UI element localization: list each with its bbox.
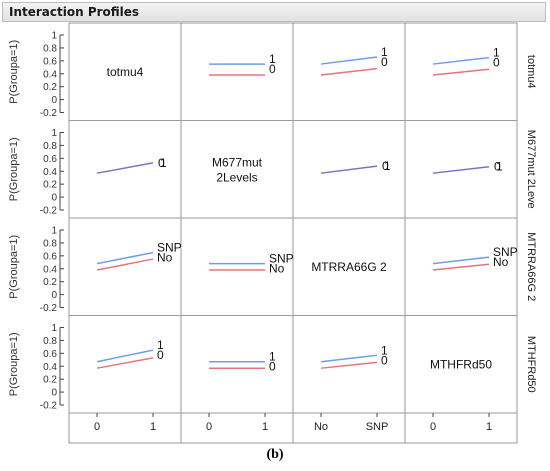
y-axis-label: P(Groupa=1) <box>8 137 20 201</box>
y-tick-label: 1 <box>51 226 57 237</box>
line-level-label: SNP <box>493 245 518 259</box>
y-tick-label: 0 <box>51 388 57 399</box>
interaction-line <box>320 56 378 65</box>
line-level-label: 0 <box>269 62 276 76</box>
y-tick-label: 0.8 <box>43 238 57 249</box>
line-level-label: 1 <box>381 343 388 357</box>
y-tick-label: -0.2 <box>40 206 58 217</box>
y-tick-label: -0.2 <box>40 303 58 314</box>
line-level-label: 0 <box>381 353 388 367</box>
y-tick-label: 0.4 <box>43 167 57 178</box>
interaction-line <box>320 67 378 76</box>
line-level-label: 0 <box>382 159 389 173</box>
y-tick-label: -0.2 <box>40 401 58 412</box>
interaction-line <box>96 251 154 265</box>
diagonal-factor-label: MTRRA66G 2 <box>311 260 387 274</box>
line-level-label: 0 <box>381 55 388 69</box>
line-level-label: SNP <box>157 241 182 255</box>
line-level-label: 0 <box>158 156 165 170</box>
line-level-label: No <box>269 262 285 276</box>
interaction-line <box>96 258 154 271</box>
y-tick-label: 0.6 <box>43 154 57 165</box>
y-tick-label: 0.4 <box>43 69 57 80</box>
interaction-line <box>432 165 490 174</box>
x-tick-label: 1 <box>486 421 492 433</box>
row-factor-label: totmu4 <box>525 55 537 89</box>
x-tick-label: 1 <box>262 421 268 433</box>
y-tick-label: 0 <box>51 290 57 301</box>
diagonal-factor-label: MTHFRd50 <box>430 357 492 371</box>
y-tick-label: 0.4 <box>43 362 57 373</box>
y-tick-label: 0.2 <box>43 180 57 191</box>
interaction-line <box>432 56 490 65</box>
interaction-line <box>432 263 490 271</box>
diagonal-factor-label: totmu4 <box>107 65 144 79</box>
line-level-label: 1 <box>269 52 276 66</box>
line-level-label: 1 <box>269 350 276 364</box>
line-level-label: 1 <box>157 338 164 352</box>
panel-header[interactable]: Interaction Profiles <box>2 2 546 22</box>
y-axis-label: P(Groupa=1) <box>8 40 20 104</box>
line-level-label: 0 <box>494 160 501 174</box>
y-tick-label: 0.8 <box>43 43 57 54</box>
x-tick-label: 0 <box>94 421 100 433</box>
y-tick-label: -0.2 <box>40 108 58 119</box>
line-level-label: 1 <box>496 160 503 174</box>
y-tick-label: 0.6 <box>43 349 57 360</box>
diagonal-factor-label: M677mut <box>212 155 263 169</box>
line-level-label: No <box>157 251 173 265</box>
line-level-label: No <box>493 255 509 269</box>
interaction-line <box>96 349 154 363</box>
y-tick-label: 0.2 <box>43 277 57 288</box>
y-tick-label: 1 <box>51 31 57 42</box>
interaction-line <box>320 165 378 174</box>
interaction-line <box>96 357 154 369</box>
y-tick-label: 0.6 <box>43 251 57 262</box>
interaction-line <box>432 256 490 265</box>
diagonal-factor-label: 2Levels <box>216 170 257 184</box>
figure-caption: (b) <box>266 447 284 462</box>
y-tick-label: 1 <box>51 323 57 334</box>
interaction-line <box>96 162 154 174</box>
y-tick-label: 0 <box>51 193 57 204</box>
x-tick-label: 0 <box>430 421 436 433</box>
y-tick-label: 0.4 <box>43 264 57 275</box>
line-level-label: 1 <box>493 46 500 60</box>
line-level-label: 0 <box>157 348 164 362</box>
x-tick-label: No <box>314 421 328 433</box>
x-tick-label: SNP <box>366 421 389 433</box>
line-level-label: 1 <box>384 159 391 173</box>
interaction-line <box>320 361 378 369</box>
x-tick-label: 1 <box>150 421 156 433</box>
y-axis-label: P(Groupa=1) <box>8 235 20 299</box>
y-tick-label: 1 <box>51 128 57 139</box>
y-axis-label: P(Groupa=1) <box>8 332 20 396</box>
y-tick-label: 0.8 <box>43 141 57 152</box>
line-level-label: SNP <box>269 252 294 266</box>
x-tick-label: 0 <box>206 421 212 433</box>
interaction-line <box>432 68 490 76</box>
y-tick-label: 0.2 <box>43 82 57 93</box>
row-factor-label: MTHFRd50 <box>525 336 537 393</box>
row-factor-label: MTRRA66G 2 <box>525 232 537 301</box>
line-level-label: 0 <box>269 360 276 374</box>
y-tick-label: 0 <box>51 95 57 106</box>
y-tick-label: 0.8 <box>43 336 57 347</box>
line-level-label: 1 <box>381 45 388 59</box>
y-tick-label: 0.2 <box>43 375 57 386</box>
y-tick-label: 0.6 <box>43 56 57 67</box>
interaction-line <box>320 354 378 363</box>
line-level-label: 0 <box>493 56 500 70</box>
panel-title: Interaction Profiles <box>9 5 140 19</box>
line-level-label: 1 <box>160 156 167 170</box>
row-factor-label: M677mut 2Leve <box>525 130 537 209</box>
